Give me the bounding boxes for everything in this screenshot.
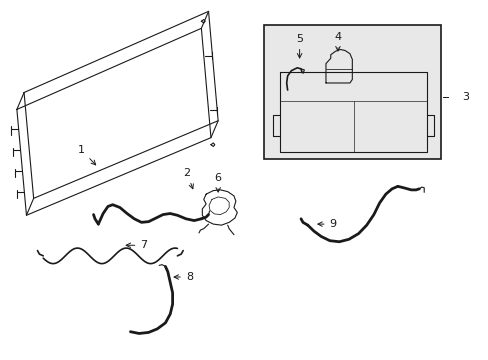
Text: 6: 6 <box>214 173 221 192</box>
Text: 4: 4 <box>334 32 341 51</box>
Bar <box>263 25 440 159</box>
Text: 7: 7 <box>126 240 147 250</box>
Text: 2: 2 <box>183 168 193 189</box>
Text: 5: 5 <box>296 34 303 58</box>
Text: 1: 1 <box>78 145 96 165</box>
Text: 8: 8 <box>174 272 193 282</box>
Text: 3: 3 <box>462 92 468 102</box>
Text: 9: 9 <box>317 219 336 229</box>
